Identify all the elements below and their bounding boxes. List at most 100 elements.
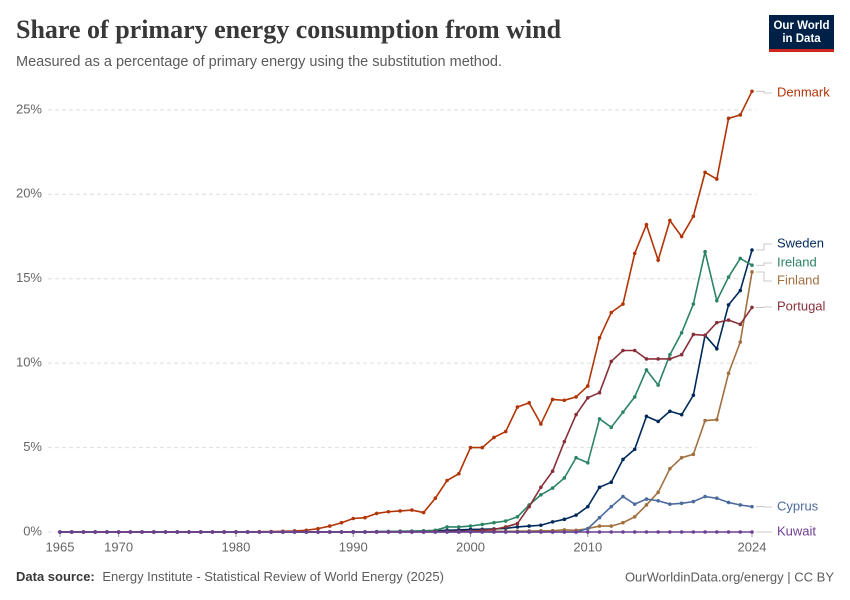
point <box>632 447 637 452</box>
label-leader <box>756 262 772 266</box>
legend-label: Sweden <box>777 235 824 250</box>
chart-title: Share of primary energy consumption from… <box>16 15 562 44</box>
point <box>679 501 684 506</box>
label-leader <box>756 90 772 94</box>
point <box>69 530 74 534</box>
point <box>621 348 625 353</box>
point <box>421 530 426 534</box>
point <box>445 525 449 529</box>
point <box>386 509 391 514</box>
point <box>632 395 637 399</box>
point <box>316 530 320 534</box>
point <box>480 530 485 534</box>
point <box>632 251 637 256</box>
source: Energy Institute - Statistical Review of… <box>102 569 444 584</box>
point <box>609 480 614 484</box>
y-tick-label: 5% <box>23 439 42 454</box>
point <box>574 455 578 460</box>
point <box>433 496 438 501</box>
point <box>668 502 672 506</box>
x-tick-label: 2010 <box>573 539 602 554</box>
point <box>679 412 684 417</box>
point <box>351 516 356 521</box>
legend-label: Denmark <box>777 84 830 99</box>
point <box>574 513 578 517</box>
x-tick-label: 2024 <box>738 539 767 554</box>
point <box>433 530 438 534</box>
point <box>421 510 426 515</box>
point <box>750 270 754 274</box>
point <box>515 515 520 519</box>
point <box>726 303 731 307</box>
point <box>585 460 590 465</box>
y-tick-label: 20% <box>16 186 42 201</box>
point <box>621 530 625 534</box>
point <box>480 522 485 527</box>
point <box>410 508 414 512</box>
point <box>644 222 649 227</box>
point <box>187 530 191 534</box>
point <box>562 439 567 444</box>
point <box>503 429 508 434</box>
series: Ireland <box>58 249 817 534</box>
series: Finland <box>58 270 820 534</box>
point <box>750 89 754 94</box>
point <box>550 397 555 402</box>
point <box>691 214 696 219</box>
point <box>550 469 555 474</box>
point <box>656 357 660 361</box>
point <box>738 288 743 293</box>
point <box>715 530 719 534</box>
point <box>750 530 754 534</box>
point <box>81 530 86 534</box>
point <box>316 526 320 531</box>
chart-subtitle: Measured as a percentage of primary ener… <box>16 54 502 70</box>
point <box>609 524 614 528</box>
point <box>351 530 356 534</box>
point <box>597 524 602 528</box>
point <box>597 417 602 421</box>
point <box>503 525 508 529</box>
point <box>644 497 649 501</box>
point <box>245 530 250 534</box>
point <box>562 517 567 522</box>
label-leader <box>756 271 772 282</box>
y-tick-label: 25% <box>16 101 42 116</box>
point <box>679 530 684 534</box>
point <box>738 503 743 507</box>
point <box>140 530 144 534</box>
point <box>363 530 367 534</box>
point <box>632 348 637 353</box>
point <box>210 530 215 534</box>
point <box>703 333 707 338</box>
point <box>644 503 649 507</box>
footer-credit[interactable]: OurWorldinData.org/energy | CC BY <box>625 569 834 584</box>
point <box>597 390 602 395</box>
point <box>632 502 637 506</box>
point <box>691 530 696 534</box>
point <box>668 218 672 223</box>
x-tick-label: 2000 <box>456 539 485 554</box>
point <box>656 490 660 495</box>
point <box>585 526 590 531</box>
point <box>726 275 731 279</box>
point <box>527 530 531 534</box>
point <box>550 486 555 490</box>
point <box>715 417 719 422</box>
series: Denmark <box>58 84 830 534</box>
series: Cyprus <box>58 494 819 534</box>
point <box>374 511 379 516</box>
point <box>327 530 332 534</box>
point <box>539 530 543 534</box>
point <box>668 530 672 534</box>
point <box>750 305 754 310</box>
point <box>597 336 602 340</box>
point <box>656 530 660 534</box>
point <box>621 302 625 306</box>
point <box>726 318 731 322</box>
point <box>656 258 660 262</box>
point <box>668 409 672 414</box>
logo[interactable]: Our World in Data <box>769 15 834 52</box>
point <box>726 116 731 121</box>
